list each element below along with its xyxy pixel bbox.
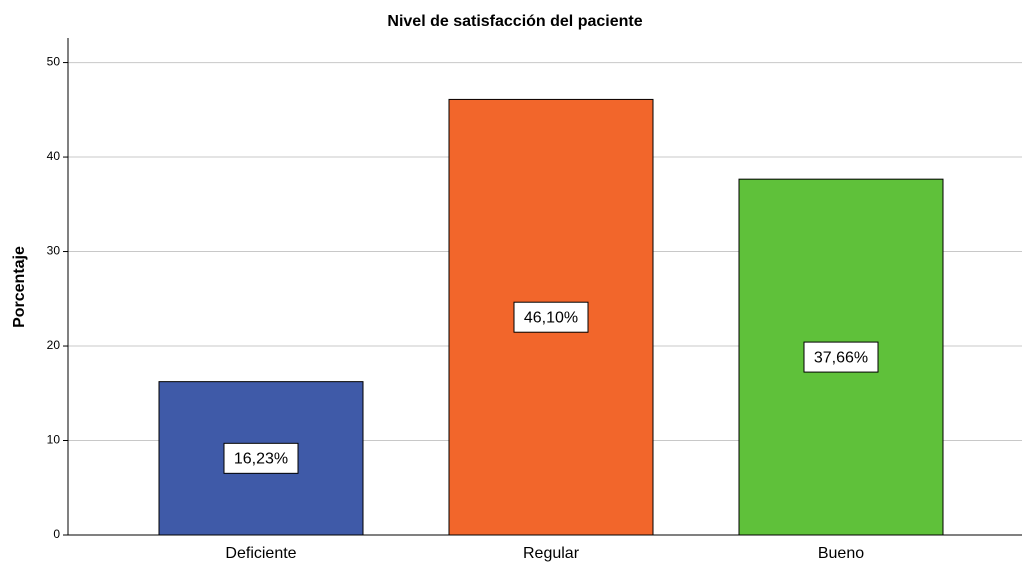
value-label: 46,10% [524, 309, 578, 326]
value-label-box [803, 341, 879, 373]
x-tick-label: Bueno [818, 545, 864, 562]
chart-title: Nivel de satisfacción del paciente [387, 13, 642, 30]
y-tick-label: 20 [47, 338, 61, 352]
value-label-box [223, 442, 299, 474]
x-tick-label: Regular [523, 545, 580, 562]
y-tick-label: 40 [47, 149, 61, 163]
value-label-box [513, 301, 589, 333]
y-tick-label: 0 [53, 527, 60, 541]
x-tick-label: Deficiente [225, 545, 296, 562]
value-label: 37,66% [814, 349, 868, 366]
y-tick-label: 50 [47, 55, 61, 69]
y-tick-label: 30 [47, 244, 61, 258]
value-label: 16,23% [234, 451, 288, 468]
y-tick-label: 10 [47, 433, 61, 447]
y-axis-label: Porcentaje [11, 246, 28, 328]
